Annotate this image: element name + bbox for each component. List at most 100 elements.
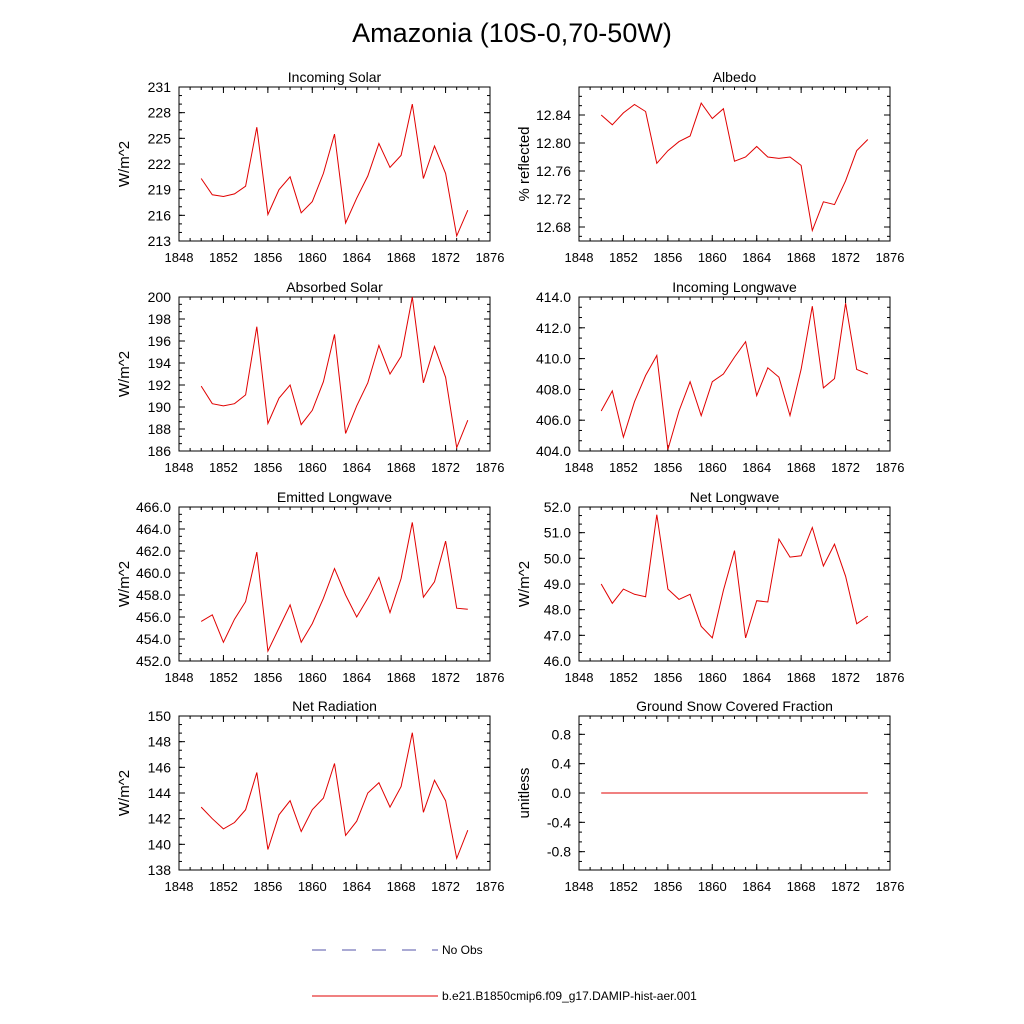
x-tick-label: 1864 bbox=[742, 670, 771, 685]
x-tick-label: 1856 bbox=[253, 460, 282, 475]
x-tick-label: 1856 bbox=[653, 460, 682, 475]
plot-frame bbox=[578, 86, 891, 242]
x-tick-label: 1860 bbox=[698, 670, 727, 685]
y-tick-label: 46.0 bbox=[544, 653, 571, 669]
x-tick-label: 1864 bbox=[742, 460, 771, 475]
x-tick-label: 1876 bbox=[876, 879, 905, 894]
legend-label-no-obs: No Obs bbox=[442, 943, 483, 957]
series-line bbox=[600, 303, 868, 450]
y-tick-label: 458.0 bbox=[136, 587, 171, 603]
x-tick-label: 1856 bbox=[253, 250, 282, 265]
y-tick-label: 48.0 bbox=[544, 602, 571, 618]
y-tick-label: 414.0 bbox=[536, 289, 571, 305]
x-tick-label: 1872 bbox=[831, 460, 860, 475]
y-tick-label: 231 bbox=[148, 79, 172, 95]
plot-frame bbox=[178, 715, 491, 871]
y-tick-label: 194 bbox=[148, 355, 172, 371]
y-axis-label: W/m^2 bbox=[116, 351, 133, 397]
y-tick-label: 200 bbox=[148, 289, 172, 305]
x-tick-label: 1872 bbox=[831, 670, 860, 685]
y-tick-label: 406.0 bbox=[536, 412, 571, 428]
panel-incoming-solar: Incoming Solar 1848 1852 1856 1860 1864 1868 18… bbox=[116, 69, 504, 265]
y-tick-label: 12.76 bbox=[536, 163, 571, 179]
series-line bbox=[200, 522, 468, 653]
panel-incoming-longwave: Incoming Longwave 1848 1852 1856 1860 1864 186… bbox=[536, 279, 905, 475]
x-tick-label: 1856 bbox=[253, 879, 282, 894]
y-tick-label: 454.0 bbox=[136, 631, 171, 647]
panel-absorbed-solar: Absorbed Solar 1848 1852 1856 1860 1864 1868 18… bbox=[116, 279, 504, 475]
y-tick-label: 12.80 bbox=[536, 135, 571, 151]
y-tick-label: 52.0 bbox=[544, 499, 571, 515]
x-tick-label: 1864 bbox=[342, 670, 371, 685]
y-tick-label: 412.0 bbox=[536, 320, 571, 336]
legend: No Obs b.e21.B1850cmip6.f09_g17.DAMIP-hi… bbox=[312, 943, 697, 1003]
y-tick-label: 188 bbox=[148, 421, 172, 437]
y-tick-label: 49.0 bbox=[544, 576, 571, 592]
x-tick-label: 1848 bbox=[565, 250, 594, 265]
y-tick-label: -0.8 bbox=[547, 844, 571, 860]
x-tick-label: 1856 bbox=[653, 250, 682, 265]
x-tick-label: 1868 bbox=[787, 460, 816, 475]
panel-emitted-longwave: Emitted Longwave 1848 1852 1856 1860 1864 1868… bbox=[116, 489, 504, 685]
y-tick-label: 228 bbox=[148, 105, 172, 121]
y-tick-label: 225 bbox=[148, 130, 172, 146]
x-tick-label: 1852 bbox=[609, 250, 638, 265]
y-tick-label: 464.0 bbox=[136, 521, 171, 537]
x-tick-label: 1852 bbox=[209, 460, 238, 475]
y-tick-label: 0.8 bbox=[552, 726, 572, 742]
x-tick-label: 1856 bbox=[653, 670, 682, 685]
x-tick-label: 1864 bbox=[742, 250, 771, 265]
x-tick-label: 1848 bbox=[165, 460, 194, 475]
x-tick-label: 1868 bbox=[387, 460, 416, 475]
x-tick-label: 1860 bbox=[698, 460, 727, 475]
x-tick-label: 1848 bbox=[165, 250, 194, 265]
y-tick-label: 462.0 bbox=[136, 543, 171, 559]
x-tick-label: 1860 bbox=[298, 879, 327, 894]
y-tick-label: 213 bbox=[148, 233, 172, 249]
x-tick-label: 1868 bbox=[387, 250, 416, 265]
y-tick-label: 47.0 bbox=[544, 627, 571, 643]
x-tick-label: 1852 bbox=[209, 250, 238, 265]
y-tick-label: 140 bbox=[148, 836, 172, 852]
y-tick-label: -0.4 bbox=[547, 814, 571, 830]
x-tick-label: 1868 bbox=[787, 250, 816, 265]
x-tick-label: 1848 bbox=[165, 670, 194, 685]
x-tick-label: 1876 bbox=[476, 250, 505, 265]
y-tick-label: 12.68 bbox=[536, 219, 571, 235]
series-line bbox=[200, 732, 469, 861]
x-tick-label: 1864 bbox=[342, 879, 371, 894]
x-tick-label: 1868 bbox=[787, 670, 816, 685]
x-tick-label: 1876 bbox=[876, 250, 905, 265]
x-tick-label: 1872 bbox=[431, 250, 460, 265]
x-tick-label: 1872 bbox=[831, 250, 860, 265]
figure-title: Amazonia (10S-0,70-50W) bbox=[352, 18, 672, 48]
panel-title: Emitted Longwave bbox=[277, 489, 392, 505]
series-line bbox=[600, 102, 869, 233]
y-tick-label: 404.0 bbox=[536, 443, 571, 459]
x-tick-label: 1848 bbox=[165, 879, 194, 894]
series-line bbox=[600, 514, 869, 639]
x-tick-label: 1864 bbox=[342, 250, 371, 265]
panel-ground-snow-covered-fraction: Ground Snow Covered Fraction 1848 1852 1856… bbox=[516, 698, 904, 894]
x-tick-label: 1860 bbox=[698, 879, 727, 894]
x-tick-label: 1872 bbox=[431, 670, 460, 685]
y-tick-label: 12.84 bbox=[536, 107, 571, 123]
y-axis-label: W/m^2 bbox=[116, 561, 133, 607]
y-tick-label: 144 bbox=[148, 785, 172, 801]
panel-title: Absorbed Solar bbox=[286, 279, 383, 295]
x-tick-label: 1852 bbox=[609, 879, 638, 894]
x-tick-label: 1860 bbox=[298, 460, 327, 475]
y-tick-label: 198 bbox=[148, 311, 172, 327]
x-tick-label: 1848 bbox=[565, 460, 594, 475]
y-tick-label: 150 bbox=[148, 708, 172, 724]
y-tick-label: 408.0 bbox=[536, 381, 571, 397]
y-tick-label: 190 bbox=[148, 399, 172, 415]
y-tick-label: 216 bbox=[148, 207, 172, 223]
x-tick-label: 1852 bbox=[609, 670, 638, 685]
plot-frame bbox=[578, 506, 891, 662]
x-tick-label: 1860 bbox=[698, 250, 727, 265]
panel-title: Net Radiation bbox=[292, 698, 377, 714]
panels: Incoming Solar 1848 1852 1856 1860 1864 1868 18… bbox=[116, 69, 904, 894]
y-tick-label: 410.0 bbox=[536, 351, 571, 367]
